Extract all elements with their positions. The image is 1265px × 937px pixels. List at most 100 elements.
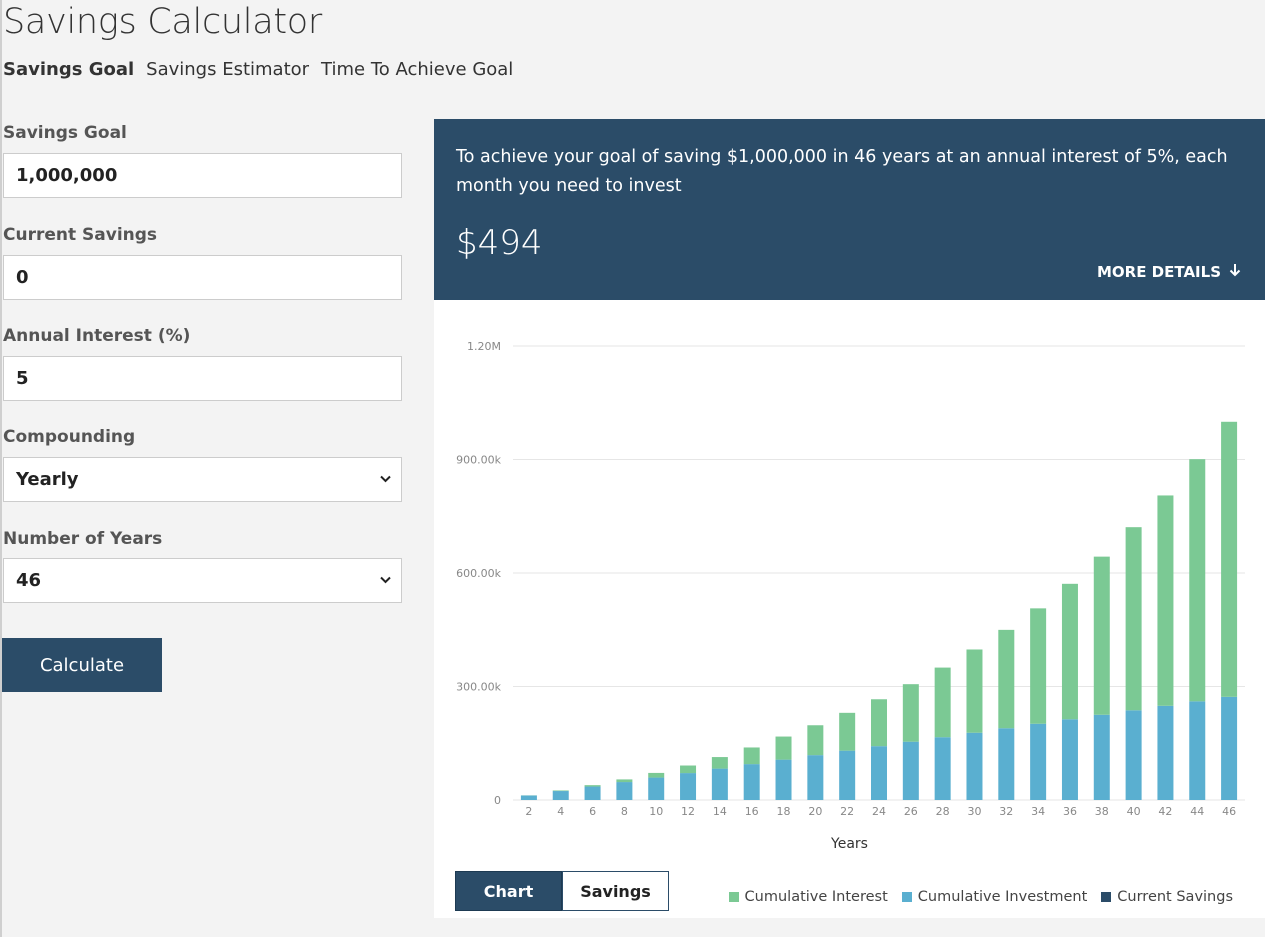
result-panel: To achieve your goal of saving $1,000,00… [434, 119, 1265, 300]
bar-cumulative-interest [775, 736, 792, 760]
compounding-select[interactable]: Yearly [3, 457, 402, 502]
x-tick-label: 42 [1158, 805, 1172, 818]
savings-goal-label: Savings Goal [3, 123, 127, 143]
legend-label-current-savings: Current Savings [1117, 889, 1233, 905]
chevron-down-icon [380, 473, 391, 486]
bar-cumulative-investment [680, 773, 697, 800]
tab-time-to-achieve-goal[interactable]: Time To Achieve Goal [321, 59, 514, 80]
x-tick-label: 24 [872, 805, 886, 818]
x-tick-label: 34 [1031, 805, 1045, 818]
chart-panel: 0 300.00k 600.00k 900.00k 1.20M 2 4 6 8 10 12 14 16 1… [434, 300, 1265, 918]
x-tick-label: 18 [777, 805, 791, 818]
y-tick-label: 0 [494, 794, 501, 807]
chevron-down-icon [380, 574, 391, 587]
bar-cumulative-investment [966, 732, 983, 800]
bar-cumulative-investment [1093, 714, 1110, 800]
chart-legend: Cumulative Interest Cumulative Investmen… [728, 889, 1233, 905]
y-tick-label: 900.00k [456, 454, 501, 467]
calculator-tabs: Savings Goal Savings Estimator Time To A… [3, 58, 525, 82]
bar-cumulative-interest [966, 649, 983, 733]
savings-view-button[interactable]: Savings [562, 871, 669, 911]
bar-cumulative-investment [520, 795, 537, 800]
calculate-button[interactable]: Calculate [2, 638, 162, 692]
y-tick-label: 1.20M [467, 340, 501, 353]
more-details-link[interactable]: MORE DETAILS [1097, 263, 1241, 281]
legend-swatch-current-savings [1101, 892, 1112, 902]
bar-cumulative-investment [998, 728, 1015, 800]
years-select[interactable]: 46 [3, 558, 402, 603]
x-tick-label: 40 [1127, 805, 1141, 818]
legend-label-investment: Cumulative Investment [917, 889, 1088, 905]
years-value: 46 [16, 570, 42, 591]
current-savings-input[interactable]: 0 [3, 255, 402, 300]
x-tick-label: 6 [589, 805, 596, 818]
years-label: Number of Years [3, 529, 163, 549]
compounding-label: Compounding [3, 427, 136, 447]
savings-goal-input[interactable]: 1,000,000 [3, 153, 402, 198]
bar-cumulative-interest [902, 684, 919, 742]
bar-cumulative-interest [1093, 556, 1110, 715]
bar-cumulative-investment [616, 782, 633, 800]
bar-cumulative-interest [1221, 421, 1238, 697]
bar-cumulative-interest [584, 785, 601, 787]
chart-view-button[interactable]: Chart [455, 871, 562, 911]
x-tick-label: 10 [649, 805, 663, 818]
bar-cumulative-interest [680, 765, 697, 774]
x-tick-label: 44 [1190, 805, 1204, 818]
x-axis-label: Years [831, 836, 868, 852]
bar-cumulative-investment [807, 755, 824, 800]
bar-cumulative-investment [552, 791, 569, 800]
bar-cumulative-investment [902, 741, 919, 800]
bar-cumulative-investment [1061, 719, 1078, 800]
annual-interest-label: Annual Interest (%) [3, 326, 191, 346]
left-edge-border [0, 0, 2, 937]
x-tick-label: 12 [681, 805, 695, 818]
x-tick-label: 32 [999, 805, 1013, 818]
bar-cumulative-interest [807, 725, 824, 756]
bar-cumulative-interest [934, 667, 951, 738]
legend-swatch-interest [728, 892, 739, 902]
bar-cumulative-interest [871, 699, 887, 747]
x-tick-label: 20 [808, 805, 822, 818]
legend-label-interest: Cumulative Interest [744, 889, 888, 905]
y-tick-label: 600.00k [456, 567, 501, 580]
bar-cumulative-investment [934, 737, 951, 800]
bar-cumulative-investment [775, 759, 792, 800]
legend-swatch-investment [901, 892, 912, 902]
x-tick-label: 2 [525, 805, 532, 818]
x-tick-label: 46 [1222, 805, 1236, 818]
bar-cumulative-interest [711, 757, 728, 769]
bar-cumulative-investment [648, 777, 665, 800]
bar-cumulative-investment [1125, 710, 1142, 800]
savings-goal-value: 1,000,000 [16, 165, 118, 186]
legend-item-interest: Cumulative Interest [728, 889, 888, 905]
annual-interest-value: 5 [16, 368, 29, 389]
page-title: Savings Calculator [3, 2, 322, 42]
tab-savings-estimator[interactable]: Savings Estimator [146, 59, 310, 80]
current-savings-label: Current Savings [3, 225, 158, 245]
compounding-value: Yearly [16, 469, 79, 490]
result-summary: To achieve your goal of saving $1,000,00… [456, 147, 1228, 196]
x-tick-label: 22 [840, 805, 854, 818]
x-tick-label: 16 [745, 805, 759, 818]
bar-cumulative-interest [1061, 583, 1078, 720]
bar-cumulative-investment [1221, 696, 1238, 800]
x-tick-label: 38 [1095, 805, 1109, 818]
bar-cumulative-interest [552, 790, 569, 792]
bar-cumulative-interest [616, 779, 633, 783]
bar-cumulative-interest [839, 712, 856, 751]
bar-cumulative-investment [1030, 723, 1047, 800]
bar-cumulative-interest [998, 629, 1015, 729]
bar-cumulative-investment [1157, 705, 1174, 800]
x-tick-label: 4 [557, 805, 564, 818]
bar-cumulative-interest [743, 747, 760, 765]
monthly-investment-amount: $494 [456, 223, 543, 263]
x-tick-label: 26 [904, 805, 918, 818]
current-savings-value: 0 [16, 267, 29, 288]
bar-cumulative-investment [871, 746, 887, 800]
annual-interest-input[interactable]: 5 [3, 356, 402, 401]
bar-cumulative-investment [743, 764, 760, 800]
tab-savings-goal[interactable]: Savings Goal [3, 59, 135, 80]
x-tick-label: 36 [1063, 805, 1077, 818]
